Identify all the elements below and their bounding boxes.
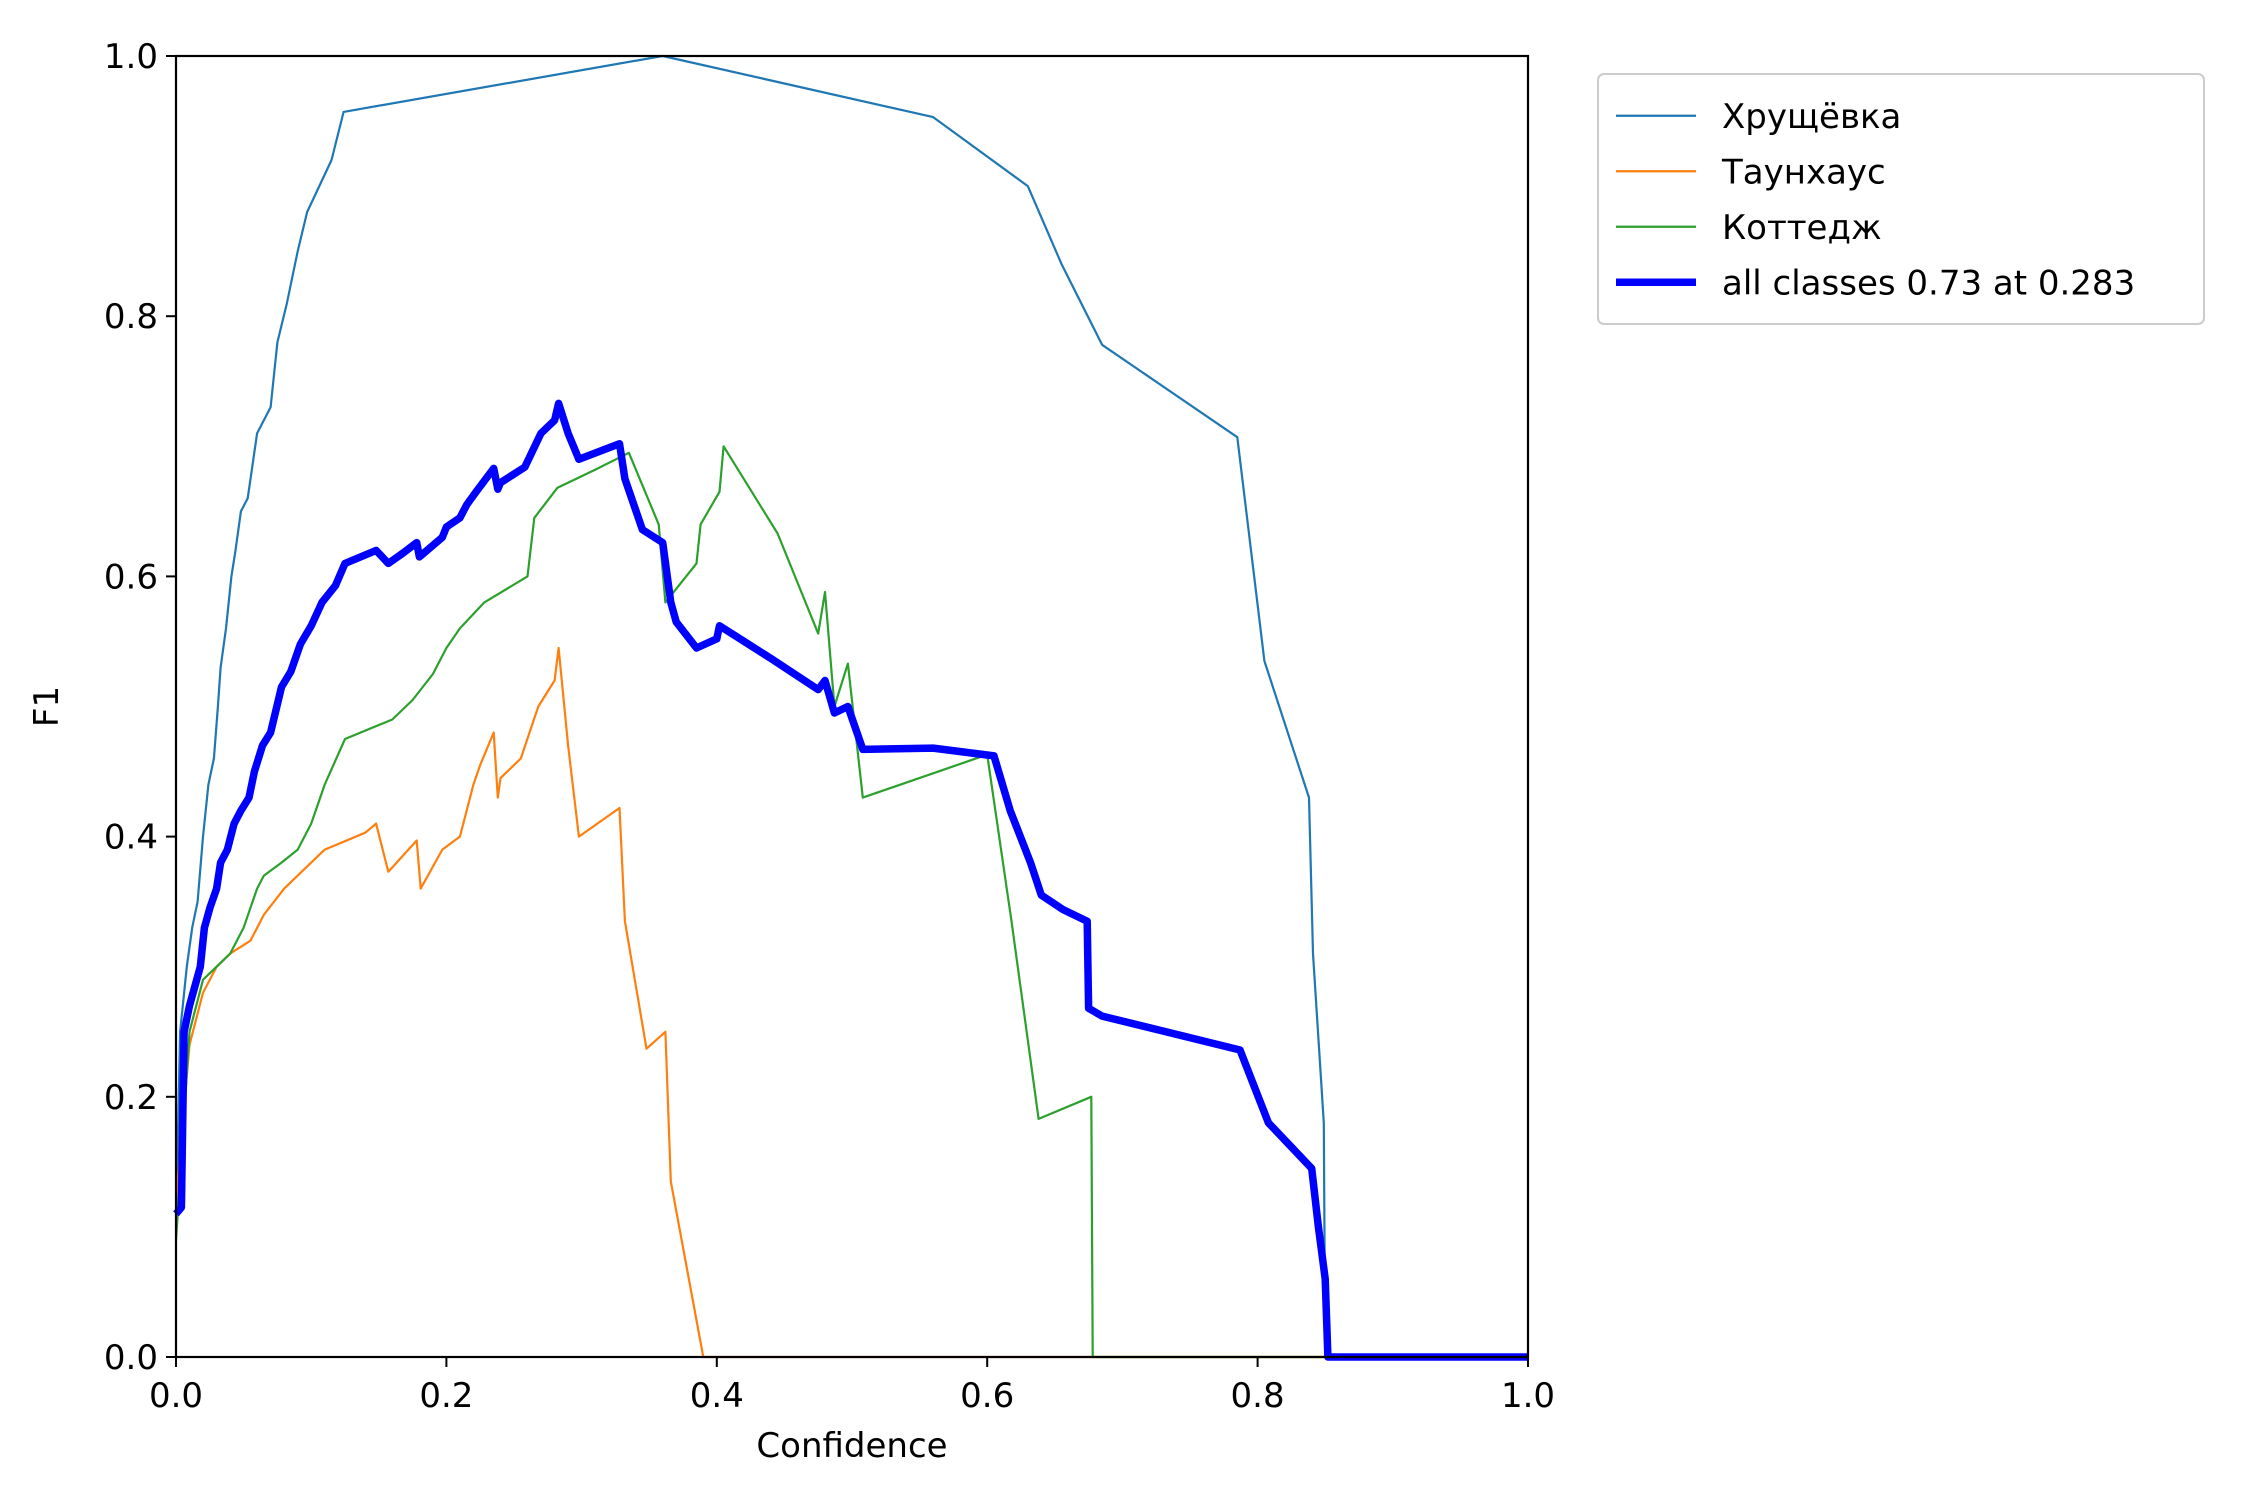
x-tick-label: 0.4: [690, 1376, 744, 1416]
x-axis-label: Confidence: [756, 1426, 947, 1466]
x-tick-label: 0.0: [149, 1376, 203, 1416]
y-tick-label: 0.2: [104, 1078, 158, 1118]
x-tick-label: 0.2: [419, 1376, 473, 1416]
y-tick-label: 0.0: [104, 1338, 158, 1378]
x-tick-label: 1.0: [1501, 1376, 1555, 1416]
series-line-4: [173, 399, 1528, 1361]
y-tick-label: 0.6: [104, 557, 158, 597]
plot-area-frame: [174, 54, 1530, 1359]
series-line-3: [174, 445, 1528, 1359]
y-tick-label: 0.8: [104, 297, 158, 337]
y-tick-label: 1.0: [104, 37, 158, 77]
y-axis-label: F1: [27, 686, 67, 727]
legend-label-2: Таунхаус: [1721, 152, 1886, 192]
legend-box: [1597, 73, 2205, 325]
series-line-2: [174, 646, 1528, 1359]
curves-layer: [173, 54, 1528, 1361]
legend-label-4: all classes 0.73 at 0.283: [1722, 263, 2135, 303]
series-line-1: [174, 54, 1528, 1359]
y-tick-label: 0.4: [104, 818, 158, 858]
x-tick-label: 0.8: [1231, 1376, 1285, 1416]
x-tick-label: 0.6: [960, 1376, 1014, 1416]
legend-label-1: Хрущёвка: [1722, 97, 1901, 137]
legend-label-3: Коттедж: [1722, 208, 1882, 248]
axis-ticks: 0.0 0.2 0.4 0.6 0.8 1.0 0.0 0.2 0.4 0.6 0.8 1.0: [104, 37, 1555, 1416]
legend: Хрущёвка Таунхаус Коттедж all classes 0.73 …: [1597, 73, 2205, 325]
